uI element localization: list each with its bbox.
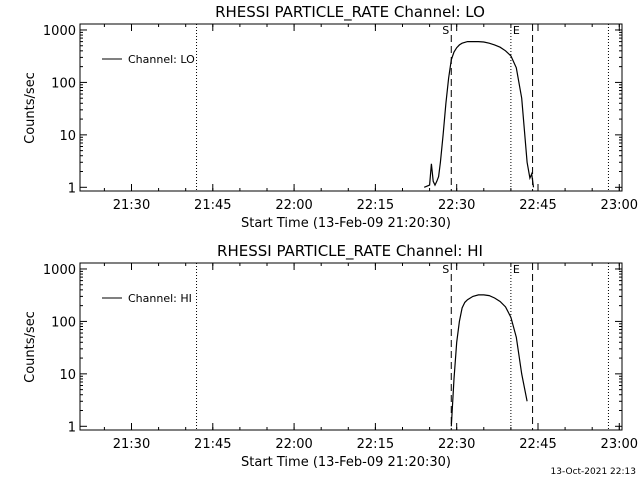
plot-frame-hi xyxy=(79,262,623,431)
x-tick-label-hi: 22:45 xyxy=(519,437,556,452)
chart-title-hi: RHESSI PARTICLE_RATE Channel: HI xyxy=(217,242,483,261)
marker-label-e-hi: E xyxy=(513,263,520,276)
y-tick-label-hi: 1000 xyxy=(43,263,76,278)
y-tick-label-lo: 1 xyxy=(68,181,76,196)
x-tick-label-hi: 22:30 xyxy=(438,437,475,452)
x-tick-label-lo: 23:00 xyxy=(601,198,638,213)
legend-lo: Channel: LO xyxy=(102,53,195,66)
x-tick-label-hi: 22:15 xyxy=(357,437,394,452)
x-tick-label-hi: 22:00 xyxy=(275,437,312,452)
series-line-hi xyxy=(450,294,528,427)
panel-hi: RHESSI PARTICLE_RATE Channel: HI Counts/… xyxy=(23,242,638,470)
footer-timestamp: 13-Oct-2021 22:13 xyxy=(551,467,636,477)
legend-hi: Channel: HI xyxy=(102,292,192,305)
y-tick-label-lo: 100 xyxy=(51,76,76,91)
y-axis-label-hi: Counts/sec xyxy=(23,311,38,383)
y-tick-label-lo: 10 xyxy=(59,129,76,144)
x-tick-label-hi: 23:00 xyxy=(601,437,638,452)
legend-label-lo: Channel: LO xyxy=(128,53,195,66)
y-tick-label-hi: 10 xyxy=(59,368,76,383)
x-tick-label-lo: 21:45 xyxy=(194,198,231,213)
x-tick-label-lo: 22:15 xyxy=(357,198,394,213)
x-tick-label-hi: 21:30 xyxy=(113,437,150,452)
y-tick-label-hi: 100 xyxy=(51,315,76,330)
x-axis-label-lo: Start Time (13-Feb-09 21:20:30) xyxy=(241,216,451,231)
panel-lo: RHESSI PARTICLE_RATE Channel: LO Counts/… xyxy=(23,3,638,231)
chart-title-lo: RHESSI PARTICLE_RATE Channel: LO xyxy=(215,3,485,22)
y-tick-label-hi: 1 xyxy=(68,420,76,435)
x-tick-label-lo: 22:45 xyxy=(519,198,556,213)
x-tick-label-hi: 21:45 xyxy=(194,437,231,452)
marker-label-s-hi: S xyxy=(442,263,449,276)
series-line-lo xyxy=(423,40,535,188)
x-axis-label-hi: Start Time (13-Feb-09 21:20:30) xyxy=(241,455,451,470)
x-tick-label-lo: 22:00 xyxy=(275,198,312,213)
legend-label-hi: Channel: HI xyxy=(128,292,192,305)
marker-label-e-lo: E xyxy=(513,24,520,37)
x-tick-label-lo: 22:30 xyxy=(438,198,475,213)
y-axis-label-lo: Counts/sec xyxy=(23,72,38,144)
marker-label-s-lo: S xyxy=(442,24,449,37)
plot-frame-lo xyxy=(79,23,623,192)
y-tick-label-lo: 1000 xyxy=(43,24,76,39)
x-tick-label-lo: 21:30 xyxy=(113,198,150,213)
